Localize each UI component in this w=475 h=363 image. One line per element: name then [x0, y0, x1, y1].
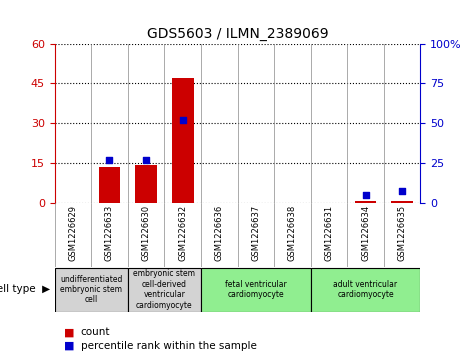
- Text: GSM1226632: GSM1226632: [178, 205, 187, 261]
- Text: embryonic stem
cell-derived
ventricular
cardiomyocyte: embryonic stem cell-derived ventricular …: [133, 269, 195, 310]
- Text: GSM1226634: GSM1226634: [361, 205, 370, 261]
- Text: GSM1226636: GSM1226636: [215, 205, 224, 261]
- Bar: [135, 165, 157, 203]
- Text: count: count: [81, 327, 110, 337]
- Bar: [311, 268, 420, 312]
- Bar: [128, 268, 201, 312]
- Text: ■: ■: [64, 340, 75, 351]
- Title: GDS5603 / ILMN_2389069: GDS5603 / ILMN_2389069: [147, 27, 328, 41]
- Text: fetal ventricular
cardiomyocyte: fetal ventricular cardiomyocyte: [225, 280, 287, 299]
- Point: [398, 188, 406, 193]
- Text: percentile rank within the sample: percentile rank within the sample: [81, 340, 256, 351]
- Point: [179, 117, 186, 123]
- Text: GSM1226630: GSM1226630: [142, 205, 151, 261]
- Text: adult ventricular
cardiomyocyte: adult ventricular cardiomyocyte: [333, 280, 398, 299]
- Text: cell type  ▶: cell type ▶: [0, 285, 50, 294]
- Point: [142, 157, 150, 163]
- Bar: [171, 78, 194, 203]
- Bar: [391, 201, 413, 203]
- Text: GSM1226635: GSM1226635: [398, 205, 407, 261]
- Bar: [354, 201, 377, 203]
- Text: undifferentiated
embryonic stem
cell: undifferentiated embryonic stem cell: [60, 274, 123, 305]
- Text: GSM1226631: GSM1226631: [324, 205, 333, 261]
- Text: GSM1226638: GSM1226638: [288, 205, 297, 261]
- Bar: [55, 268, 128, 312]
- Text: GSM1226633: GSM1226633: [105, 205, 114, 261]
- Point: [105, 157, 113, 163]
- Text: GSM1226629: GSM1226629: [68, 205, 77, 261]
- Bar: [201, 268, 311, 312]
- Point: [362, 192, 370, 198]
- Text: GSM1226637: GSM1226637: [251, 205, 260, 261]
- Bar: [98, 167, 121, 203]
- Text: ■: ■: [64, 327, 75, 337]
